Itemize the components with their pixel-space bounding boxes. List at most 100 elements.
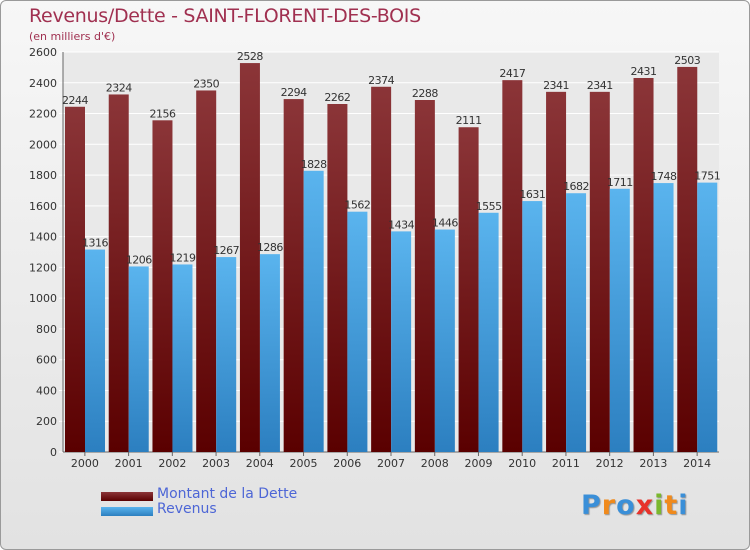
- bar-revenue: [128, 266, 149, 452]
- bar-revenue: [172, 264, 193, 452]
- bar-debt: [371, 86, 392, 453]
- x-tick-label: 2014: [683, 457, 711, 470]
- x-tick-label: 2012: [596, 457, 624, 470]
- bar-revenue: [216, 257, 237, 452]
- logo-letter: o: [616, 490, 636, 521]
- x-tick-label: 2013: [639, 457, 667, 470]
- data-label-revenue: 1562: [344, 199, 370, 212]
- bar-debt: [196, 90, 217, 452]
- bar-debt: [327, 104, 348, 452]
- data-label-debt: 2262: [324, 91, 350, 104]
- proxiti-logo: Proxiti: [581, 490, 689, 521]
- x-tick-label: 2010: [508, 457, 536, 470]
- data-label-debt: 2341: [543, 79, 569, 92]
- bar-revenue: [434, 229, 455, 452]
- y-tick-label: 400: [36, 384, 57, 397]
- data-label-revenue: 1748: [651, 170, 677, 183]
- data-label-revenue: 1316: [82, 237, 108, 250]
- data-label-revenue: 1219: [169, 251, 195, 264]
- data-label-debt: 2350: [193, 77, 219, 90]
- bar-debt: [502, 80, 523, 453]
- x-tick-label: 2009: [464, 457, 492, 470]
- y-tick-label: 0: [50, 446, 57, 459]
- x-tick-label: 2007: [377, 457, 405, 470]
- data-label-debt: 2156: [149, 107, 175, 120]
- bar-revenue: [697, 182, 718, 452]
- data-label-debt: 2528: [237, 50, 263, 63]
- logo-letter: i: [654, 490, 665, 521]
- bar-revenue: [522, 201, 543, 452]
- bar-debt: [239, 63, 260, 452]
- y-tick-label: 2000: [29, 138, 57, 151]
- data-label-revenue: 1267: [213, 244, 239, 257]
- x-tick-label: 2001: [115, 457, 143, 470]
- data-label-revenue: 1828: [301, 158, 327, 171]
- logo-letter: r: [601, 490, 617, 521]
- chart-subtitle: (en milliers d'€): [29, 30, 116, 43]
- y-tick-label: 1200: [29, 261, 57, 274]
- data-label-debt: 2417: [499, 67, 525, 80]
- x-tick-label: 2006: [333, 457, 361, 470]
- x-tick-label: 2002: [158, 457, 186, 470]
- bar-debt: [152, 120, 173, 453]
- data-label-debt: 2244: [62, 94, 88, 107]
- y-tick-label: 2200: [29, 108, 57, 121]
- x-tick-label: 2004: [246, 457, 274, 470]
- data-label-revenue: 1286: [257, 241, 283, 254]
- legend-label-revenue: Revenus: [157, 501, 217, 517]
- bar-revenue: [303, 170, 324, 452]
- data-label-revenue: 1434: [388, 218, 414, 231]
- bar-debt: [283, 99, 304, 453]
- y-tick-label: 600: [36, 354, 57, 367]
- data-label-debt: 2341: [587, 79, 613, 92]
- bar-revenue: [478, 212, 499, 452]
- y-tick-label: 800: [36, 323, 57, 336]
- data-label-revenue: 1751: [694, 170, 720, 183]
- data-label-debt: 2324: [106, 81, 132, 94]
- bar-debt: [589, 91, 610, 452]
- y-tick-label: 1000: [29, 292, 57, 305]
- data-label-revenue: 1711: [607, 176, 633, 189]
- data-label-revenue: 1555: [476, 200, 502, 213]
- bar-revenue: [609, 188, 630, 452]
- y-tick-label: 1600: [29, 200, 57, 213]
- data-label-debt: 2111: [456, 114, 482, 127]
- y-tick-label: 2600: [29, 46, 57, 59]
- x-tick-label: 2005: [290, 457, 318, 470]
- x-tick-label: 2003: [202, 457, 230, 470]
- x-tick-label: 2008: [421, 457, 449, 470]
- y-tick-label: 1400: [29, 231, 57, 244]
- data-label-debt: 2294: [281, 86, 307, 99]
- data-label-debt: 2374: [368, 74, 394, 87]
- bar-debt: [633, 78, 654, 452]
- logo-letter: t: [664, 490, 679, 521]
- bar-revenue: [566, 193, 587, 452]
- y-tick-label: 2400: [29, 77, 57, 90]
- x-tick-label: 2011: [552, 457, 580, 470]
- bar-debt: [458, 127, 479, 452]
- data-label-debt: 2431: [631, 65, 657, 78]
- bar-revenue: [653, 183, 674, 453]
- data-label-revenue: 1631: [519, 188, 545, 201]
- data-label-revenue: 1206: [126, 253, 152, 266]
- data-label-debt: 2288: [412, 87, 438, 100]
- legend-swatch-debt: [101, 492, 153, 501]
- bar-revenue: [85, 249, 105, 452]
- data-label-debt: 2503: [674, 54, 700, 67]
- legend-swatch-revenue: [101, 507, 153, 516]
- bar-debt: [546, 91, 567, 452]
- bar-revenue: [347, 211, 368, 452]
- y-tick-label: 200: [36, 415, 57, 428]
- y-tick-label: 1800: [29, 169, 57, 182]
- bar-debt: [677, 66, 698, 452]
- logo-letter: i: [678, 490, 689, 521]
- logo-letter: P: [581, 490, 602, 521]
- legend-label-debt: Montant de la Dette: [157, 486, 298, 502]
- bar-debt: [108, 94, 129, 452]
- chart-title: Revenus/Dette - SAINT-FLORENT-DES-BOIS: [29, 5, 421, 27]
- data-label-revenue: 1446: [432, 217, 458, 230]
- bar-debt: [65, 106, 85, 453]
- bar-debt: [414, 100, 435, 452]
